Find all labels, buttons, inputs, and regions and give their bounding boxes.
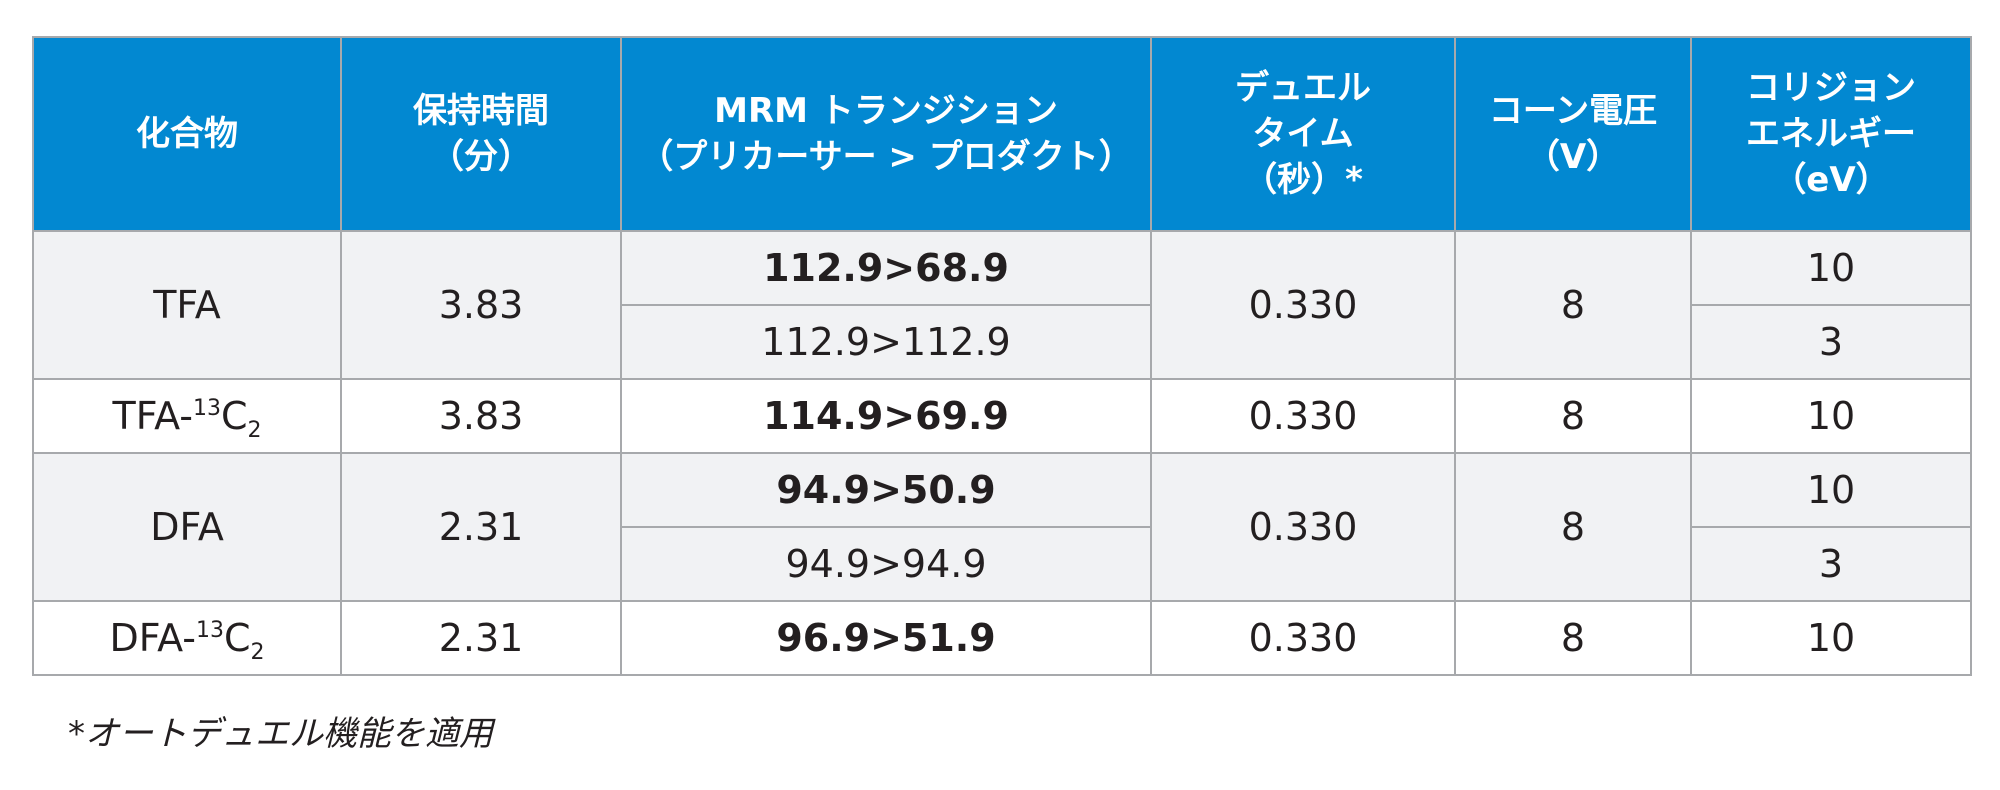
compound-cell: DFA xyxy=(32,452,342,602)
header-row: 化合物 保持時間 （分） MRM トランジション （プリカーサー > プロダクト… xyxy=(32,36,1972,232)
table-row: 112.9>112.9 3 xyxy=(33,304,1972,380)
header-retention-time-line: 保持時間 xyxy=(413,91,549,131)
header-compound: 化合物 xyxy=(32,36,342,232)
collision-energy-cell: 10 xyxy=(1690,452,1972,528)
header-dwell-time: デュエル タイム （秒）* xyxy=(1150,36,1456,232)
header-cone-voltage-line: コーン電圧 xyxy=(1488,91,1658,131)
table-row: TFA-13C2 3.83 114.9>69.9 0.330 8 10 xyxy=(32,378,1972,454)
quantifier-transition-cell: 114.9>69.9 xyxy=(620,378,1152,454)
header-mrm-transition-detail: （プリカーサー > プロダクト） xyxy=(639,137,1133,177)
header-dwell-time-line2: タイム xyxy=(1252,114,1354,154)
table-row: DFA 2.31 94.9>50.9 0.330 8 10 xyxy=(32,452,1972,602)
compound-name: DFA xyxy=(150,505,224,549)
retention-time-cell: 3.83 xyxy=(340,378,622,454)
quantifier-transition-cell: 94.9>50.9 xyxy=(620,452,1152,528)
header-mrm-transition-line: MRM トランジション xyxy=(714,91,1058,131)
retention-time-cell: 2.31 xyxy=(340,600,622,676)
compound-name: TFA xyxy=(153,283,221,327)
mrm-parameters-table: 化合物 保持時間 （分） MRM トランジション （プリカーサー > プロダクト… xyxy=(32,36,1972,676)
quantifier-transition-cell: 112.9>68.9 xyxy=(620,230,1152,306)
header-collision-energy-line1: コリジョン xyxy=(1746,68,1916,108)
retention-time-cell: 3.83 xyxy=(340,230,622,380)
cone-voltage-cell: 8 xyxy=(1454,600,1692,676)
table-row: 94.9>94.9 3 xyxy=(33,526,1972,602)
header-mrm-transition: MRM トランジション （プリカーサー > プロダクト） xyxy=(620,36,1152,232)
header-collision-energy-line2: エネルギー xyxy=(1746,114,1916,154)
compound-cell: DFA-13C2 xyxy=(32,600,342,676)
header-cone-voltage: コーン電圧 （V） xyxy=(1454,36,1692,232)
cone-voltage-cell: 8 xyxy=(1454,378,1692,454)
header-collision-energy-unit: （eV） xyxy=(1772,160,1890,200)
header-dwell-time-unit: （秒）* xyxy=(1243,160,1363,200)
compound-name: TFA-13C2 xyxy=(112,394,262,443)
cone-voltage-cell: 8 xyxy=(1454,230,1692,380)
compound-cell: TFA-13C2 xyxy=(32,378,342,454)
collision-energy-cell: 3 xyxy=(1690,304,1972,380)
collision-energy-cell: 10 xyxy=(1690,378,1972,454)
quantifier-transition-cell: 96.9>51.9 xyxy=(620,600,1152,676)
dwell-time-cell: 0.330 xyxy=(1150,378,1456,454)
qualifier-transition-cell: 94.9>94.9 xyxy=(620,526,1152,602)
dwell-time-cell: 0.330 xyxy=(1150,452,1456,602)
retention-time-cell: 2.31 xyxy=(340,452,622,602)
qualifier-transition-cell: 112.9>112.9 xyxy=(620,304,1152,380)
header-compound-line: 化合物 xyxy=(136,114,238,154)
header-dwell-time-line1: デュエル xyxy=(1235,68,1371,108)
table-row: TFA 3.83 112.9>68.9 0.330 8 10 xyxy=(32,230,1972,380)
dwell-time-cell: 0.330 xyxy=(1150,600,1456,676)
collision-energy-cell: 10 xyxy=(1690,600,1972,676)
dwell-time-cell: 0.330 xyxy=(1150,230,1456,380)
compound-name: DFA-13C2 xyxy=(109,616,265,665)
table-row: DFA-13C2 2.31 96.9>51.9 0.330 8 10 xyxy=(32,600,1972,676)
footnote: *オートデュエル機能を適用 xyxy=(68,714,493,754)
cone-voltage-cell: 8 xyxy=(1454,452,1692,602)
header-retention-time-unit: （分） xyxy=(430,137,532,177)
compound-cell: TFA xyxy=(32,230,342,380)
header-retention-time: 保持時間 （分） xyxy=(340,36,622,232)
collision-energy-cell: 10 xyxy=(1690,230,1972,306)
header-collision-energy: コリジョン エネルギー （eV） xyxy=(1690,36,1972,232)
collision-energy-cell: 3 xyxy=(1690,526,1972,602)
header-cone-voltage-unit: （V） xyxy=(1525,137,1621,177)
